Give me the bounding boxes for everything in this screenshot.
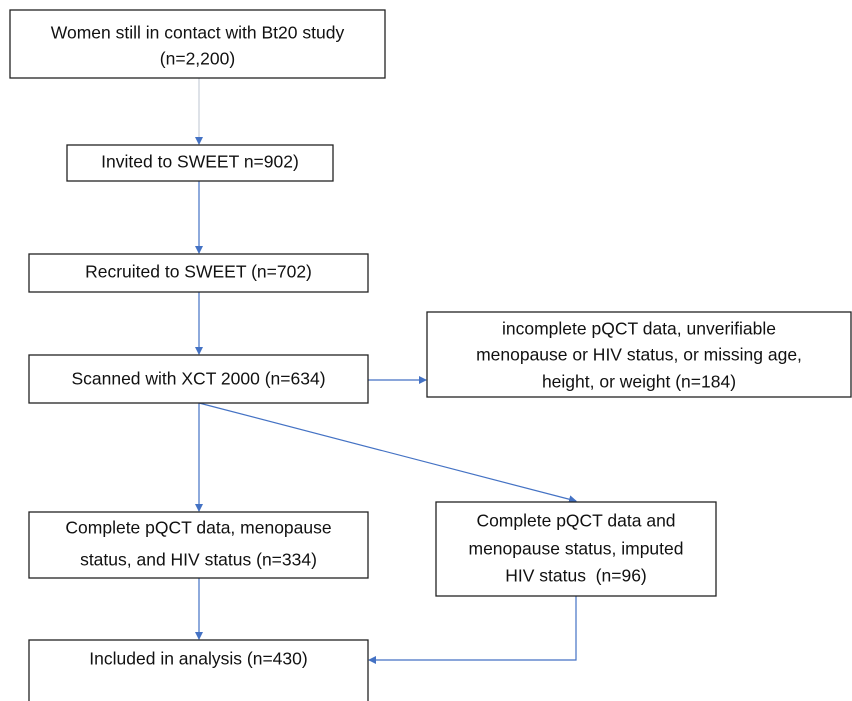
box-label: incomplete pQCT data, unverifiable xyxy=(502,319,776,339)
box-label: Complete pQCT data, menopause xyxy=(65,518,331,538)
boxes: Women still in contact with Bt20 study (n… xyxy=(9,9,852,701)
box-label: Complete pQCT data and xyxy=(476,511,675,531)
box xyxy=(435,501,717,597)
box xyxy=(28,354,369,404)
box-label: height, or weight (n=184) xyxy=(542,372,736,392)
box-label: status, and HIV status (n=334) xyxy=(80,550,317,570)
box-label: HIV status (n=96) xyxy=(505,566,647,586)
box-label: menopause or HIV status, or missing age, xyxy=(476,345,802,365)
arrow xyxy=(368,596,577,664)
box-label: Included in analysis (n=430) xyxy=(89,649,307,669)
arrow xyxy=(198,402,577,504)
box-label: Women still in contact with Bt20 study xyxy=(51,23,345,43)
box xyxy=(28,253,369,293)
box-label: Scanned with XCT 2000 (n=634) xyxy=(71,369,325,389)
box-label: Invited to SWEET n=902) xyxy=(101,152,299,172)
box xyxy=(28,511,369,579)
box-label: Recruited to SWEET (n=702) xyxy=(85,262,312,282)
box-label: menopause status, imputed xyxy=(469,539,684,559)
box-label: (n=2,200) xyxy=(160,49,235,69)
box xyxy=(9,9,386,79)
box xyxy=(66,144,334,182)
box xyxy=(426,311,852,398)
connectors xyxy=(195,78,577,664)
box xyxy=(28,639,369,701)
